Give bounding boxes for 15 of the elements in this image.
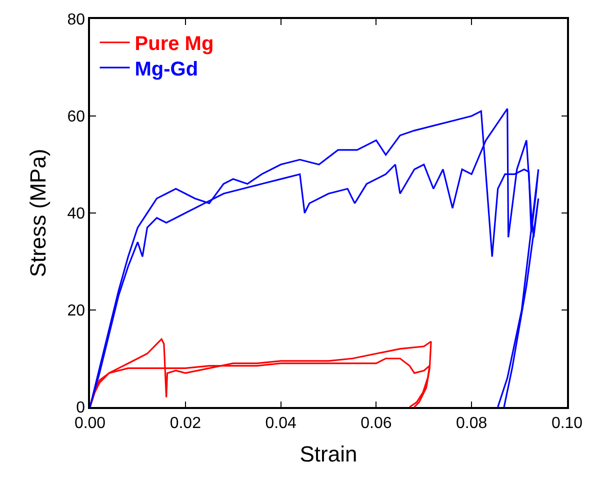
legend-label: Pure Mg	[134, 33, 214, 56]
x-axis-title: Strain	[300, 441, 358, 466]
x-tick-label: 0.08	[456, 414, 488, 432]
y-axis-title: Stress (MPa)	[26, 148, 51, 278]
x-tick-label: 0.04	[265, 414, 296, 432]
x-tick-label: 0.00	[74, 414, 106, 432]
y-tick-label: 0	[76, 400, 86, 417]
y-tick-label: 80	[67, 12, 86, 29]
legend-label: Mg-Gd	[134, 58, 198, 80]
y-tick-label: 40	[67, 206, 86, 223]
y-tick-label: 60	[67, 108, 86, 126]
x-tick-label: 0.06	[360, 414, 392, 432]
x-tick-label: 0.02	[170, 414, 202, 432]
y-tick-label: 20	[67, 302, 86, 320]
x-tick-label: 0.10	[551, 414, 583, 432]
